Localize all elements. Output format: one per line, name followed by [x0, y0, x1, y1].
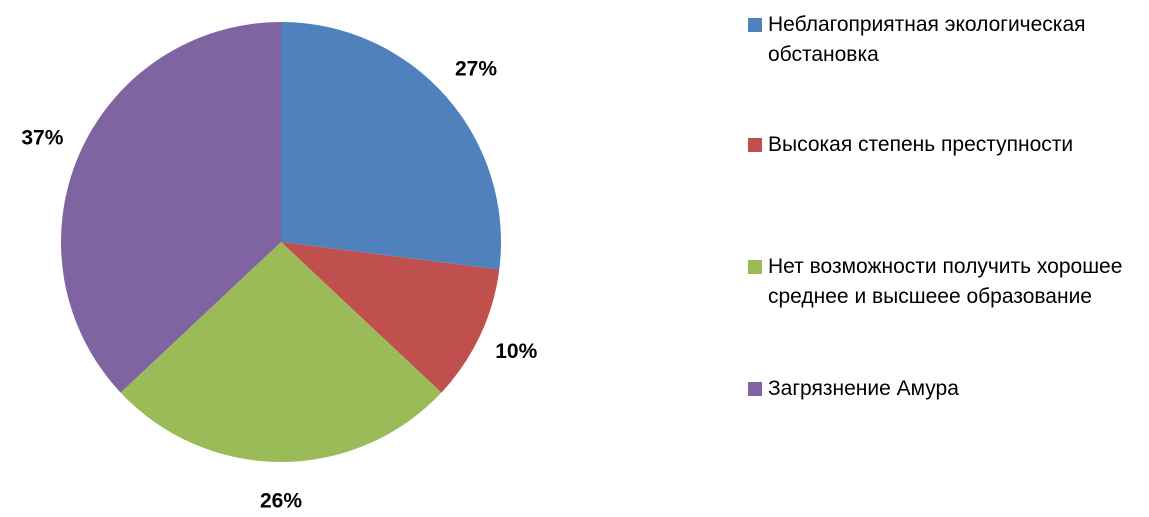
data-label: 10%: [495, 340, 537, 363]
data-label: 37%: [21, 126, 63, 149]
legend-swatch: [748, 382, 762, 396]
legend-item: Неблагоприятная экологическая обстановка: [748, 10, 1128, 70]
legend-item: Нет возможности получить хорошее среднее…: [748, 252, 1128, 312]
legend-swatch: [748, 138, 762, 152]
data-label: 27%: [455, 58, 497, 81]
pie-slice: [281, 242, 500, 393]
legend-swatch: [748, 18, 762, 32]
legend-label: Неблагоприятная экологическая обстановка: [768, 13, 1086, 66]
data-label: 26%: [260, 490, 302, 513]
legend-label: Нет возможности получить хорошее среднее…: [768, 255, 1123, 308]
legend-item: Высокая степень преступности: [748, 130, 1128, 160]
pie-slice: [120, 242, 442, 462]
legend-item: Загрязнение Амура: [748, 374, 1128, 404]
pie-slice: [281, 22, 501, 270]
legend-label: Высокая степень преступности: [768, 133, 1074, 156]
legend-swatch: [748, 260, 762, 274]
legend-label: Загрязнение Амура: [768, 377, 959, 400]
pie-slice: [61, 22, 281, 393]
